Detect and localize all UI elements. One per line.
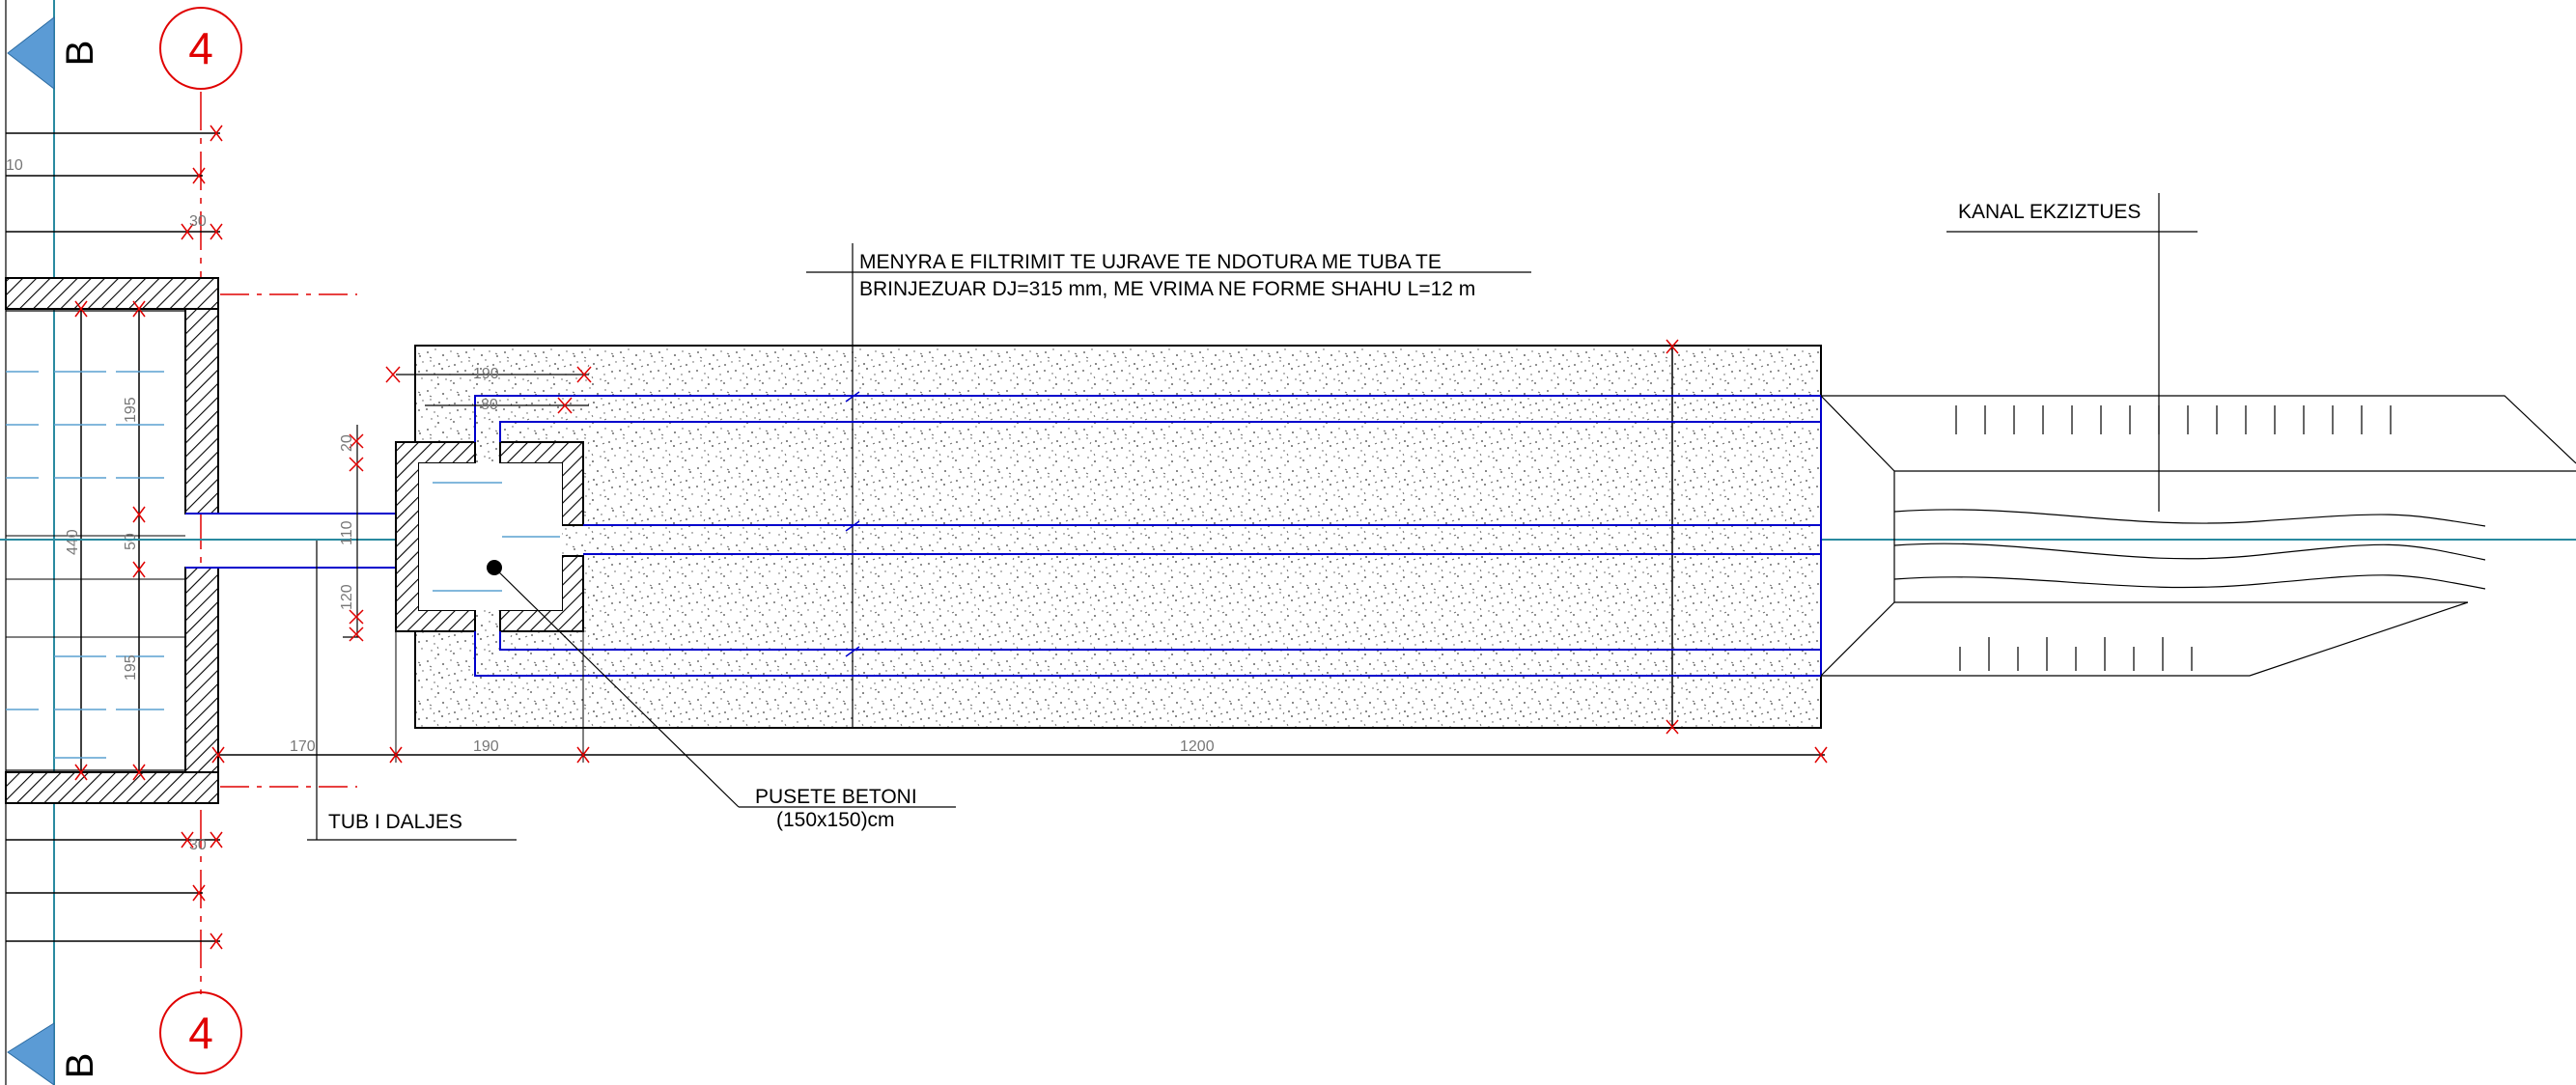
filtration-note-line1: MENYRA E FILTRIMIT TE UJRAVE TE NDOTURA … [859,251,1442,273]
grid-letter-bottom: B [59,1053,101,1079]
dim-80: 80 [481,397,498,413]
outlet-pipe [185,513,396,569]
dim-190: 190 [473,738,499,755]
dim-440: 440 [65,529,81,555]
grid-bubble-bottom [159,991,242,1074]
outlet-pipe-label: TUB I DALJES [328,811,462,833]
bottom-dimension: 170 190 1200 [211,339,1828,764]
dim-10-left: 10 [6,157,23,174]
filtration-note-line2: BRINJEZUAR DJ=315 mm, ME VRIMA NE FORME … [859,278,1475,300]
dim-50: 50 [123,533,139,550]
dim-110: 110 [339,520,355,545]
canal-ticks [1955,405,2392,671]
manhole-dims [343,374,589,638]
manhole-label-line2: (150x150)cm [776,809,895,831]
dim-30-top: 30 [189,213,207,230]
left-dim-ticks [181,125,223,950]
grid-axis-b: B B [5,0,101,1085]
dim-190-top: 190 [473,366,499,382]
pipe-section-ticks [845,391,860,657]
dim-1200: 1200 [1180,738,1215,755]
grid-bubble-top [159,7,242,90]
grid-line-4: 4 4 [159,7,357,1074]
existing-canal-label: KANAL EKZIZTUES [1958,201,2141,223]
manhole-dim-ticks [349,366,592,642]
tank-dim-ticks [74,300,146,781]
grid-number-bottom: 4 [188,1008,213,1058]
perforated-pipes [474,395,1822,677]
dim-20: 20 [339,434,355,452]
dim-120: 120 [339,584,355,610]
septic-tank-wall [5,277,219,804]
section-marker-bottom [7,1022,55,1085]
section-marker-top [7,15,55,91]
left-dimension-chain [6,132,220,942]
dim-30-bottom: 30 [189,837,207,853]
dim-170: 170 [290,738,316,755]
grid-number-top: 4 [188,23,213,73]
existing-canal [1820,193,2576,677]
dim-195-top: 195 [123,397,139,423]
water-level-marks [6,371,164,759]
grid-letter-top: B [59,41,101,67]
manhole-label-line1: PUSETE BETONI [755,786,917,808]
filter-gravel-bed [414,345,1822,729]
dim-195-bottom: 195 [123,654,139,681]
concrete-manhole [395,441,584,632]
